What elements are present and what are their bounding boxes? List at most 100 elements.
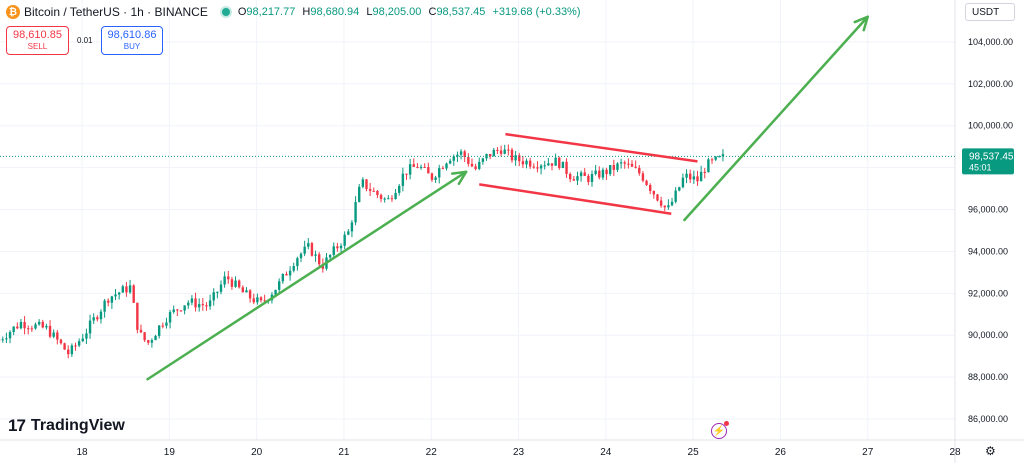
candle-body (478, 161, 481, 169)
tradingview-logo[interactable]: 17 TradingView (8, 416, 125, 436)
trend-arrow-1-head (451, 170, 468, 186)
candle-body (212, 292, 215, 301)
candle-body (208, 300, 212, 307)
candle-body (554, 157, 557, 166)
candle-body (521, 161, 525, 165)
candle-body (117, 292, 121, 295)
candle-body (387, 198, 390, 200)
candle-body (368, 189, 372, 191)
candle-body (358, 186, 361, 202)
candle-body (77, 341, 81, 346)
last-price-label: 98,537.45 (969, 151, 1014, 162)
candle-body (408, 164, 412, 175)
candle-body (576, 176, 579, 181)
candle-body (685, 173, 688, 178)
candle-body (488, 153, 492, 157)
candle-body (383, 198, 386, 200)
candle-body (681, 177, 685, 188)
candle-body (499, 150, 503, 154)
candle-body (430, 173, 434, 180)
candle-body (401, 173, 405, 186)
symbol-title[interactable]: Bitcoin / TetherUS · 1h · BINANCE (24, 5, 208, 19)
candle-body (74, 345, 77, 347)
candle-body (634, 166, 637, 168)
candle-body (627, 163, 630, 165)
x-tick-label: 27 (862, 447, 874, 458)
x-tick-label: 18 (76, 447, 88, 458)
x-tick-label: 21 (338, 447, 350, 458)
candle-body (328, 254, 332, 258)
lightning-icon[interactable]: ⚡ (711, 423, 727, 439)
candle-body (394, 192, 397, 200)
candle-body (565, 161, 568, 174)
candle-body (234, 280, 237, 287)
gear-icon[interactable]: ⚙ (985, 444, 996, 458)
candle-body (37, 321, 41, 325)
tradingview-logo-icon: 17 (8, 416, 26, 435)
candle-body (696, 176, 699, 182)
candle-body (230, 279, 234, 287)
candle-body (467, 157, 470, 164)
candle-body (252, 298, 255, 303)
candle-body (277, 281, 281, 290)
candle-body (303, 246, 306, 254)
x-tick-label: 26 (775, 447, 787, 458)
candle-body (667, 205, 670, 208)
candle-body (314, 254, 317, 256)
candle-body (663, 205, 666, 208)
candle-body (441, 168, 445, 170)
candle-body (423, 166, 426, 168)
candle-body (558, 157, 561, 169)
candle-body (45, 325, 48, 328)
candle-body (525, 160, 528, 165)
candle-body (52, 332, 55, 337)
candle-body (59, 339, 63, 344)
candle-body (656, 194, 659, 201)
ohlc-values: O98,217.77 H98,680.94 L98,205.00 C98,537… (238, 6, 585, 18)
notification-dot (724, 421, 729, 426)
candle-body (481, 158, 485, 162)
channel-bottom-line (479, 183, 672, 215)
candle-body (147, 340, 150, 343)
open-value: 98,217.77 (246, 6, 296, 18)
x-tick-label: 20 (251, 447, 263, 458)
candle-body (176, 309, 179, 311)
candle-body (590, 174, 594, 182)
candle-body (612, 165, 616, 170)
candle-body (190, 298, 194, 303)
candle-body (281, 273, 285, 282)
candle-body (641, 173, 645, 181)
candle-body (154, 335, 157, 341)
candle-body (550, 163, 554, 166)
x-tick-label: 22 (426, 447, 438, 458)
candle-body (572, 179, 576, 181)
candle-body (92, 317, 95, 321)
market-open-indicator-icon (221, 8, 230, 16)
candle-body (372, 190, 375, 192)
buy-button[interactable]: 98,610.86 BUY (100, 26, 164, 55)
x-tick-label: 28 (949, 447, 961, 458)
candle-body (674, 190, 677, 202)
candle-body (405, 173, 408, 175)
sell-price: 98,610.85 (13, 29, 62, 41)
candle-body (456, 154, 459, 157)
candle-body (12, 326, 15, 332)
candle-body (445, 163, 448, 169)
candle-body (103, 300, 106, 312)
candle-body (114, 294, 117, 297)
candle-body (318, 254, 321, 265)
candle-body (121, 286, 124, 293)
candle-body (598, 170, 601, 178)
currency-select[interactable]: USDT (965, 3, 1015, 21)
candle-body (452, 156, 455, 161)
candle-body (507, 149, 510, 151)
candle-body (638, 167, 641, 174)
candle-body (150, 340, 154, 343)
candle-body (721, 154, 725, 157)
candle-body (85, 333, 88, 339)
candle-body (263, 300, 266, 302)
candle-body (678, 187, 681, 191)
high-value: 98,680.94 (310, 6, 360, 18)
sell-button[interactable]: 98,610.85 SELL (6, 26, 69, 55)
